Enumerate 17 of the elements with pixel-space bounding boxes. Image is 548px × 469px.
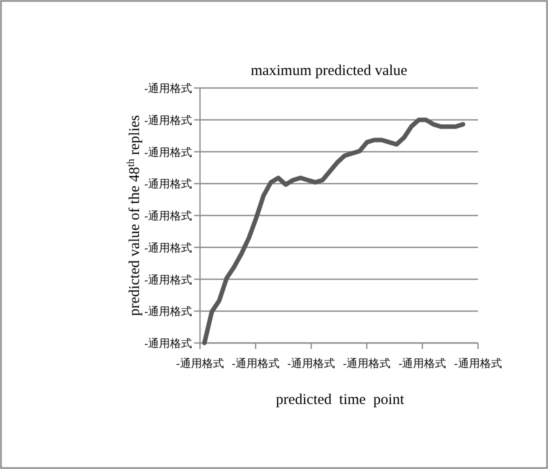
text: -通用格式 (144, 178, 192, 191)
text: -通用格式 (454, 357, 502, 370)
text: -通用格式 (144, 146, 192, 159)
text: -通用格式 (398, 357, 446, 370)
chart-title: maximum predicted value (250, 63, 408, 79)
text: -通用格式 (144, 114, 192, 127)
text: -通用格式 (287, 357, 336, 370)
x-axis-title: predicted time point (276, 392, 405, 408)
text: -通用格式 (232, 357, 280, 370)
text: -通用格式 (144, 305, 192, 318)
text: -通用格式 (144, 273, 192, 286)
text: -通用格式 (144, 337, 192, 350)
text: -通用格式 (144, 241, 192, 254)
text: -通用格式 (144, 210, 192, 222)
text: -通用格式 (342, 357, 391, 370)
text: -通用格式 (176, 357, 224, 370)
text: -通用格式 (144, 82, 192, 95)
